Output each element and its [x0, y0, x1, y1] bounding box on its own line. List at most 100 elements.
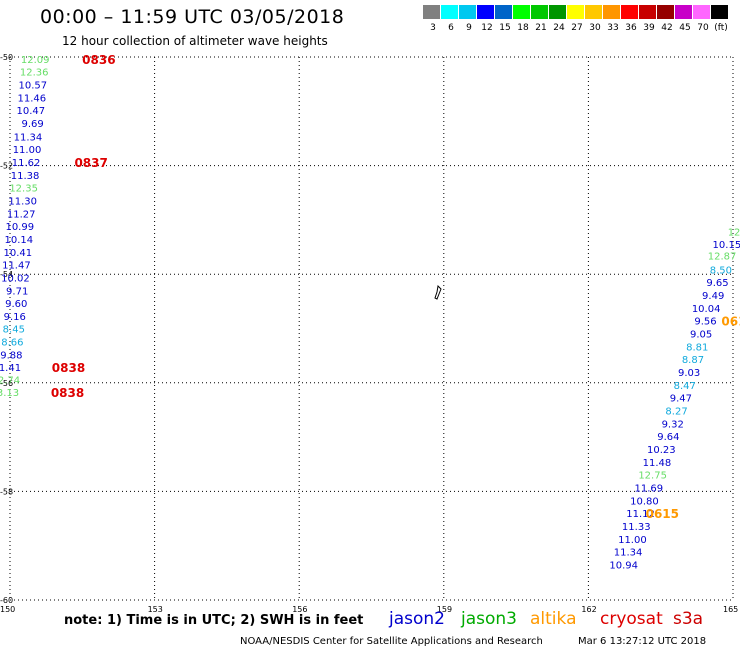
wave-height-label: 10.47 — [17, 106, 46, 117]
colorbar-label: 33 — [607, 23, 619, 33]
wave-height-label: 12.75 — [638, 471, 667, 482]
x-tick-label: 165 — [723, 605, 738, 614]
wave-height-label: 10.23 — [647, 445, 676, 456]
y-tick-label: -54 — [0, 270, 13, 279]
colorbar-label: 30 — [589, 23, 601, 33]
colorbar-swatch — [549, 5, 566, 19]
colorbar-swatch — [441, 5, 458, 19]
y-tick-label: -58 — [0, 487, 13, 496]
wave-height-label: 9.88 — [0, 351, 22, 362]
colorbar-swatch — [495, 5, 512, 19]
colorbar-label: 6 — [448, 23, 454, 33]
colorbar-swatch — [693, 5, 710, 19]
colorbar-swatch — [711, 5, 728, 19]
pass-time-labels: 0836 0837 0838 0838 061 0615 — [51, 53, 740, 521]
wave-height-label: 9.03 — [678, 368, 700, 379]
colorbar-label: (ft) — [714, 23, 728, 33]
wave-height-label: 11.34 — [614, 548, 643, 559]
wave-height-label: 9.65 — [706, 278, 728, 289]
wave-height-label: 10.57 — [18, 81, 47, 92]
colorbar-swatch — [657, 5, 674, 19]
wave-height-label: 11.41 — [0, 363, 21, 374]
colorbar-label: 9 — [466, 23, 472, 33]
wave-height-label: 12.09 — [21, 55, 50, 66]
wave-height-label: 12.35 — [9, 183, 38, 194]
legend-item-s3a: s3a — [673, 609, 704, 629]
colorbar-label: 36 — [625, 23, 637, 33]
colorbar-swatch — [531, 5, 548, 19]
wave-height-label: 9.69 — [21, 119, 43, 130]
wave-height-label: 9.49 — [702, 291, 724, 302]
wave-height-label: 10.80 — [630, 497, 659, 508]
island-outline — [434, 284, 442, 300]
wave-height-label: 11.30 — [8, 196, 37, 207]
wave-height-label: 11.34 — [14, 132, 43, 143]
wave-height-label: 11.69 — [634, 484, 663, 495]
wave-height-label: 11.47 — [2, 260, 31, 271]
colorbar-label: 21 — [535, 23, 547, 33]
y-tick-label: -50 — [0, 53, 13, 62]
colorbar-label: 27 — [571, 23, 583, 33]
pass-time-label: 0838 — [52, 361, 85, 375]
wave-height-label: 9.16 — [4, 312, 26, 323]
x-tick-label: 162 — [581, 605, 596, 614]
colorbar-label: 18 — [517, 23, 529, 33]
y-tick-label: -56 — [0, 379, 13, 388]
legend-item-cryosat: cryosat — [600, 609, 663, 629]
wave-height-label: 10.94 — [609, 561, 638, 572]
legend-item-altika: altika — [530, 609, 577, 629]
colorbar-label: 15 — [499, 23, 511, 33]
colorbar-label: 42 — [661, 23, 673, 33]
colorbar-label: 12 — [481, 23, 493, 33]
x-tick-label: 159 — [437, 605, 452, 614]
wave-height-label: 9.47 — [670, 393, 692, 404]
wave-height-label: 8.81 — [686, 342, 708, 353]
wave-height-label: 10.15 — [713, 240, 740, 251]
colorbar-swatch — [513, 5, 530, 19]
wave-height-label: 11.27 — [7, 209, 36, 220]
colorbar-swatch — [603, 5, 620, 19]
wave-height-label: 11.46 — [18, 94, 47, 105]
wave-height-label: 9.56 — [694, 316, 716, 327]
pass-time-label: 0837 — [74, 156, 107, 170]
pass-time-label: 0838 — [51, 386, 84, 400]
colorbar-swatch — [423, 5, 440, 19]
wave-height-label: 11.12 — [626, 509, 655, 520]
wave-height-label: 9.64 — [657, 432, 679, 443]
wave-height-label: 11.33 — [622, 522, 651, 533]
colorbar-label: 70 — [697, 23, 709, 33]
colorbar-swatch — [459, 5, 476, 19]
wave-height-label: 10.14 — [4, 235, 33, 246]
wave-height-label: 10.99 — [5, 222, 34, 233]
wave-height-label: 8.45 — [3, 325, 25, 336]
x-tick-label: 153 — [148, 605, 163, 614]
pass-time-label: 0836 — [82, 53, 115, 67]
page-title: 00:00 – 11:59 UTC 03/05/2018 — [40, 6, 345, 28]
colorbar-swatch — [621, 5, 638, 19]
wave-height-label: 10.02 — [1, 273, 30, 284]
wave-height-label: 11.00 — [618, 535, 647, 546]
wave-height-label: 9.60 — [5, 299, 27, 310]
axis-tick-labels: 150 153 156 159 162 165 -50 -52 -54 -56 -58 -60 — [0, 53, 738, 614]
page-subtitle: 12 hour collection of altimeter wave hei… — [62, 34, 328, 48]
wave-height-label: 8.50 — [710, 265, 732, 276]
x-tick-label: 156 — [292, 605, 307, 614]
wave-height-label: 12.36 — [20, 68, 49, 79]
wave-height-label: 8.47 — [674, 381, 696, 392]
wave-height-label: 11.38 — [11, 171, 40, 182]
credit-text: NOAA/NESDIS Center for Satellite Applica… — [240, 636, 543, 647]
footnote: note: 1) Time is in UTC; 2) SWH is in fe… — [64, 613, 364, 628]
y-tick-label: -60 — [0, 596, 13, 605]
wave-height-label: 11.62 — [12, 158, 41, 169]
colorbar-label: 3 — [430, 23, 436, 33]
wave-height-label: 8.27 — [665, 406, 687, 417]
grid-lines — [9, 56, 734, 601]
wave-height-label: 9.71 — [6, 286, 28, 297]
colorbar-swatch — [585, 5, 602, 19]
land-outline — [434, 284, 442, 300]
colorbar-label: 24 — [553, 23, 565, 33]
colorbar-swatch — [567, 5, 584, 19]
y-tick-label: -52 — [0, 162, 13, 171]
